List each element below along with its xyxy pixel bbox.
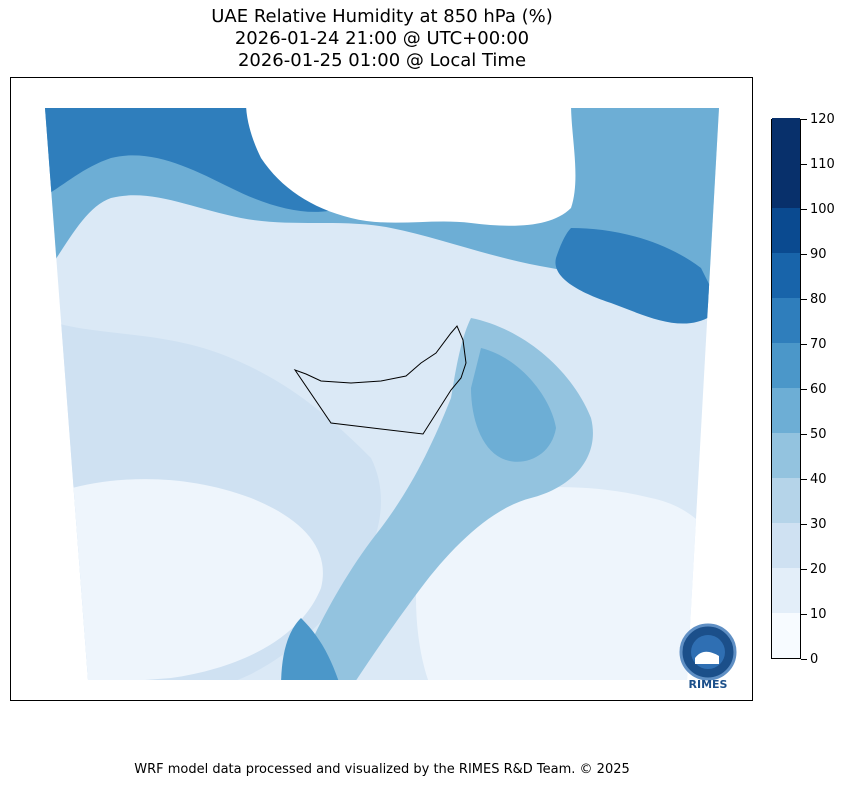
colorbar-band: [772, 567, 800, 613]
colorbar-band: [772, 207, 800, 253]
very-dry-region-west: [45, 479, 323, 680]
colorbar-tick-label: 80: [810, 291, 827, 307]
footer-credit: WRF model data processed and visualized …: [134, 762, 630, 777]
map-frame: [10, 77, 753, 701]
colorbar-tick: [801, 163, 807, 165]
colorbar: [771, 117, 801, 659]
colorbar-tick: [801, 568, 807, 570]
moist-core-central: [471, 348, 556, 462]
colorbar-tick: [801, 613, 807, 615]
colorbar-tick: [801, 388, 807, 390]
colorbar-band: [772, 342, 800, 388]
colorbar-band: [772, 387, 800, 433]
colorbar-tick: [801, 343, 807, 345]
rimes-logo-icon: RIMES: [679, 623, 737, 691]
colorbar-tick-label: 110: [810, 156, 835, 172]
title-line-3: 2026-01-25 01:00 @ Local Time: [237, 50, 527, 71]
colorbar-band: [772, 252, 800, 298]
colorbar-tick: [801, 433, 807, 435]
colorbar-tick: [801, 658, 807, 660]
colorbar-tick-label: 30: [810, 516, 827, 532]
colorbar-tick: [801, 118, 807, 120]
humid-region-northeast: [555, 228, 719, 324]
colorbar-band: [772, 612, 800, 658]
colorbar-tick-label: 70: [810, 336, 827, 352]
title-line-1: UAE Relative Humidity at 850 hPa (%): [211, 6, 553, 27]
colorbar-tick-label: 120: [810, 111, 835, 127]
logo-text: RIMES: [689, 678, 728, 691]
colorbar-tick-label: 100: [810, 201, 835, 217]
humidity-map: [45, 108, 719, 680]
title-line-2: 2026-01-24 21:00 @ UTC+00:00: [234, 28, 530, 49]
colorbar-band: [772, 297, 800, 343]
colorbar-band: [772, 432, 800, 478]
dry-region-southeast: [416, 487, 719, 680]
colorbar-tick-label: 0: [810, 651, 819, 667]
colorbar-tick: [801, 208, 807, 210]
colorbar-tick: [801, 253, 807, 255]
colorbar-tick-label: 60: [810, 381, 827, 397]
chart-title: UAE Relative Humidity at 850 hPa (%) 202…: [0, 6, 764, 72]
no-data-region-north: [246, 108, 576, 226]
colorbar-band: [772, 522, 800, 568]
colorbar-band: [772, 117, 800, 163]
moist-core-south: [281, 618, 341, 680]
colorbar-tick: [801, 523, 807, 525]
colorbar-tick-label: 20: [810, 561, 827, 577]
colorbar-band: [772, 477, 800, 523]
colorbar-band: [772, 162, 800, 208]
colorbar-tick-label: 10: [810, 606, 827, 622]
colorbar-tick: [801, 478, 807, 480]
colorbar-tick: [801, 298, 807, 300]
colorbar-tick-label: 90: [810, 246, 827, 262]
colorbar-tick-label: 50: [810, 426, 827, 442]
colorbar-tick-label: 40: [810, 471, 827, 487]
uae-boundary: [293, 325, 467, 435]
